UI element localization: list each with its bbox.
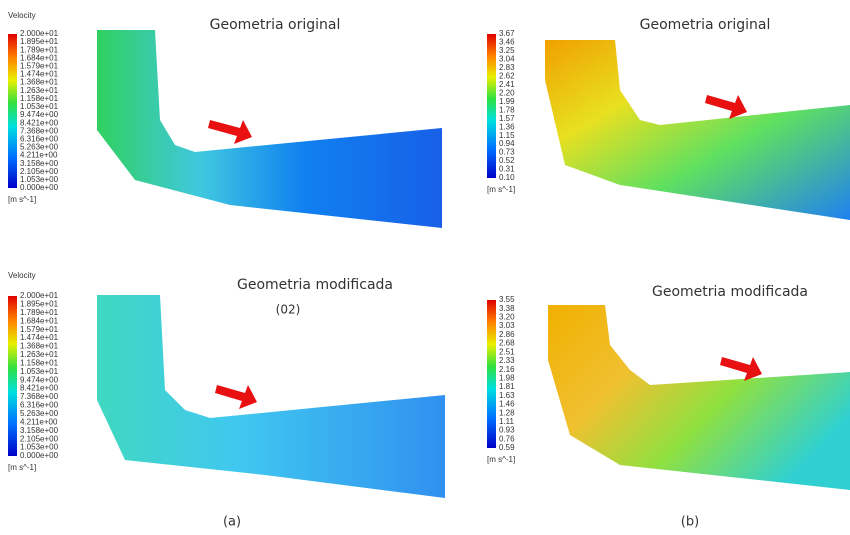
legend-label: 2.51	[499, 347, 515, 356]
legend-label: 0.10	[499, 173, 515, 182]
flow-domain	[545, 40, 850, 220]
legend-label: 0.000e+00	[20, 451, 59, 460]
legend-label: 1.98	[499, 373, 515, 382]
caption: (a)	[223, 515, 241, 530]
colorbar	[487, 300, 496, 448]
legend-unit: [m s^-1]	[8, 195, 36, 204]
legend-label: 3.20	[499, 313, 515, 322]
legend-label: 3.38	[499, 304, 515, 313]
panel-title: Geometria modificada	[652, 284, 808, 300]
flow-domain	[548, 305, 850, 490]
caption: (b)	[681, 515, 699, 530]
colorbar	[8, 34, 17, 188]
colorbar	[487, 34, 496, 178]
arrow	[208, 120, 252, 144]
legend-label: 0.93	[499, 426, 515, 435]
legend-unit: [m s^-1]	[487, 455, 515, 464]
legend-title: Velocity	[8, 11, 36, 20]
panel-subtitle: (02)	[276, 303, 301, 317]
legend-label: 2.68	[499, 339, 515, 348]
legend-label: 0.76	[499, 434, 515, 443]
flow-domain	[97, 295, 445, 498]
legend-label: 3.55	[499, 295, 515, 304]
flow-domain	[97, 30, 442, 228]
arrow	[705, 95, 747, 119]
legend-label: 2.33	[499, 356, 515, 365]
legend-label: 1.46	[499, 400, 515, 409]
figure: (a) (b) VelocityGeometria original2.000e…	[0, 0, 850, 535]
arrow	[720, 357, 762, 381]
legend-unit: [m s^-1]	[8, 463, 36, 472]
legend-label: 1.81	[499, 382, 515, 391]
legend-label: 0.59	[499, 443, 515, 452]
panel-title: Geometria modificada	[237, 277, 393, 293]
colorbar	[8, 296, 17, 456]
panel-title: Geometria original	[640, 17, 771, 33]
legend-label: 1.63	[499, 391, 515, 400]
legend-label: 2.86	[499, 330, 515, 339]
legend-label: 1.28	[499, 408, 515, 417]
legend-title: Velocity	[8, 271, 36, 280]
arrow	[215, 385, 257, 409]
panel-title: Geometria original	[210, 17, 341, 33]
legend-label: 1.11	[499, 417, 515, 426]
legend-label: 3.03	[499, 321, 515, 330]
legend-label: 0.000e+00	[20, 183, 59, 192]
legend-unit: [m s^-1]	[487, 185, 515, 194]
legend-label: 2.16	[499, 365, 515, 374]
